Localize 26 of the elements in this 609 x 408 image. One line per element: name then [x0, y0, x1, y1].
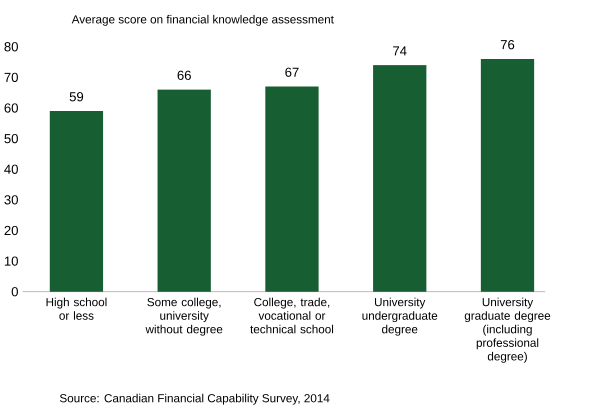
x-tick-label: High school or less: [46, 298, 106, 320]
data-label: 59: [70, 92, 84, 102]
y-tick-label: 60: [4, 104, 18, 113]
x-tick-label: Some college, university without degree: [146, 298, 222, 336]
y-tick-label: 20: [4, 226, 18, 236]
data-label: 66: [178, 70, 191, 80]
bar: [480, 59, 534, 292]
y-tick-label: 30: [4, 195, 18, 205]
x-tick-label: College, trade, vocational or technical school: [250, 298, 334, 334]
x-tick-label: University undergraduate degree: [362, 298, 438, 336]
data-label: 76: [500, 40, 514, 50]
y-tick-label: 10: [4, 256, 18, 266]
data-label: 74: [393, 46, 407, 56]
chart-title: Average score on financial knowledge assessment: [72, 15, 334, 26]
source-note: Source: Canadian Financial Capability Survey, 2014: [60, 394, 330, 405]
bar: [373, 65, 426, 292]
y-tick-label: 70: [4, 72, 18, 82]
bar: [50, 111, 104, 292]
y-tick-label: 0: [12, 287, 18, 297]
x-tick-label: University graduate degree (including professional degree): [464, 298, 550, 363]
bar: [158, 90, 211, 292]
y-tick-label: 80: [4, 42, 18, 52]
y-tick-label: 40: [4, 164, 18, 174]
bar: [265, 86, 319, 292]
y-tick-label: 50: [4, 134, 18, 144]
data-label: 67: [285, 68, 299, 78]
